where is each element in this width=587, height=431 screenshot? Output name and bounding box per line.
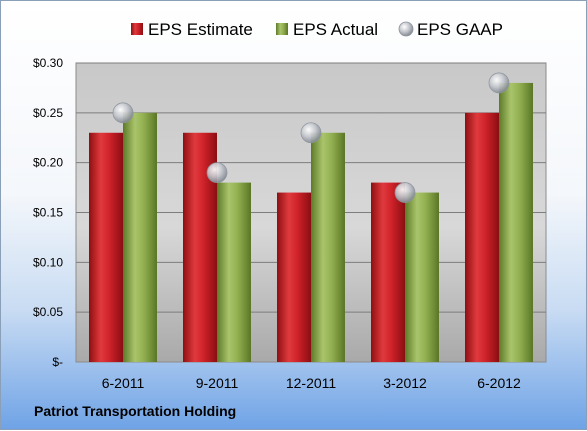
marker-eps-gaap (394, 182, 416, 203)
legend: EPS Estimate EPS Actual EPS GAAP (131, 20, 503, 39)
y-tick-label: $0.05 (33, 305, 63, 319)
y-tick-label: $0.25 (33, 106, 63, 120)
legend-swatch (398, 21, 414, 37)
y-tick-label: $0.10 (33, 255, 63, 269)
y-tick-label: $0.15 (33, 206, 63, 220)
bars (89, 82, 533, 362)
marker-eps-gaap (112, 102, 134, 124)
x-axis: 6-2011 9-2011 12-2011 3-2012 6-2012 (102, 375, 521, 391)
y-tick-label: $0.30 (33, 56, 63, 70)
bar-eps-actual (217, 182, 251, 362)
gaap-markers (112, 72, 510, 203)
bar-eps-actual (123, 112, 157, 362)
x-tick-label: 3-2012 (383, 375, 427, 391)
y-axis: $- $0.05 $0.10 $0.15 $0.20 $0.25 $0.30 (33, 56, 63, 369)
x-tick-label: 12-2011 (286, 375, 337, 391)
y-tick-label: $0.20 (33, 156, 63, 170)
company-name: Patriot Transportation Holding (34, 403, 237, 419)
bar-eps-estimate (465, 112, 499, 362)
x-tick-label: 9-2011 (196, 375, 239, 391)
y-tick-label: $- (52, 355, 63, 369)
bar-eps-actual (499, 82, 533, 362)
bar-eps-estimate (277, 192, 311, 362)
legend-label: EPS Estimate (148, 20, 253, 39)
bar-eps-actual (405, 192, 439, 362)
legend-label: EPS GAAP (417, 20, 503, 39)
legend-label: EPS Actual (293, 20, 378, 39)
x-tick-label: 6-2012 (477, 375, 521, 391)
bar-eps-estimate (89, 132, 123, 362)
x-tick-label: 6-2011 (102, 375, 145, 391)
marker-eps-gaap (206, 162, 228, 184)
marker-eps-gaap (488, 72, 510, 94)
legend-swatch (131, 23, 143, 35)
marker-eps-gaap (300, 122, 322, 144)
bar-eps-actual (311, 132, 345, 362)
legend-swatch (276, 23, 288, 35)
bar-eps-estimate (371, 182, 405, 362)
